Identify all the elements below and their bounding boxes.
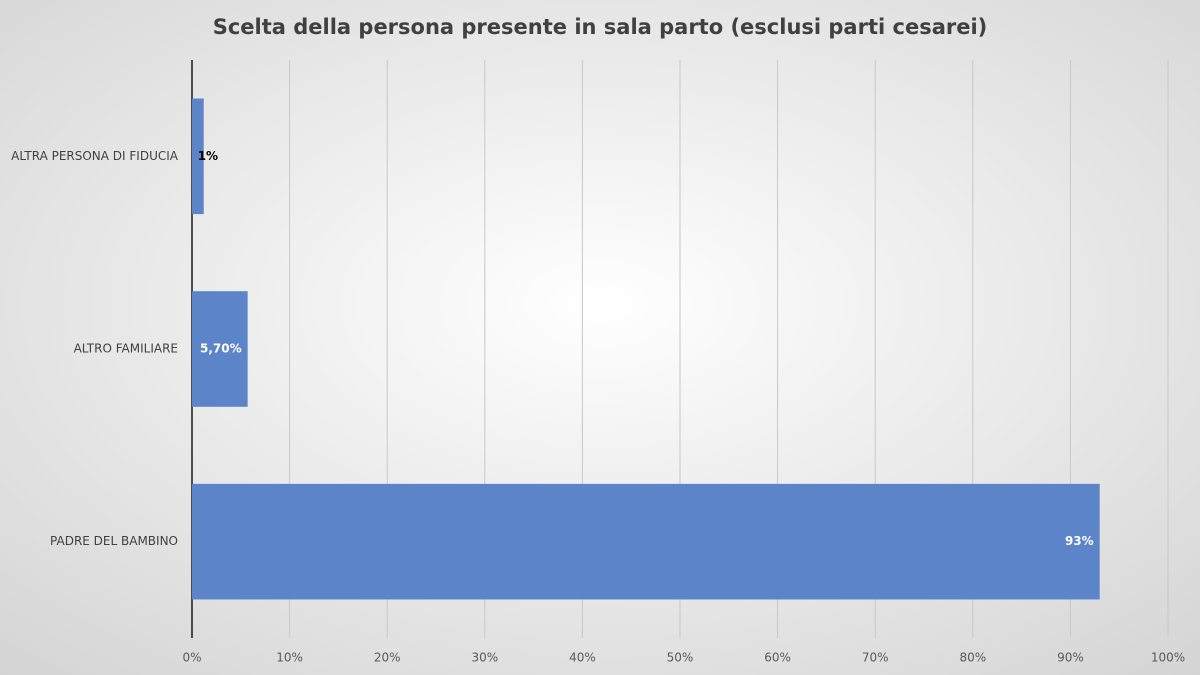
x-tick-label: 30% [471,651,498,665]
data-label: 1% [198,149,218,163]
bar [192,98,204,215]
y-tick-label: PADRE DEL BAMBINO [50,534,178,548]
x-tick-label: 40% [569,651,596,665]
bar [192,291,248,407]
chart-title: Scelta della persona presente in sala pa… [213,15,988,39]
x-tick-label: 100% [1151,651,1185,665]
x-tick-label: 80% [959,651,986,665]
y-tick-label: ALTRA PERSONA DI FIDUCIA [11,149,179,163]
x-tick-label: 50% [667,651,694,665]
bar [192,483,1100,600]
x-tick-label: 70% [862,651,889,665]
x-tick-label: 90% [1057,651,1084,665]
x-tick-label: 0% [182,651,201,665]
x-tick-label: 10% [276,651,303,665]
y-tick-label: ALTRO FAMILIARE [74,342,178,356]
x-tick-label: 20% [374,651,401,665]
x-tick-label: 60% [764,651,791,665]
data-label: 5,70% [200,342,242,356]
data-label: 93% [1065,534,1094,548]
